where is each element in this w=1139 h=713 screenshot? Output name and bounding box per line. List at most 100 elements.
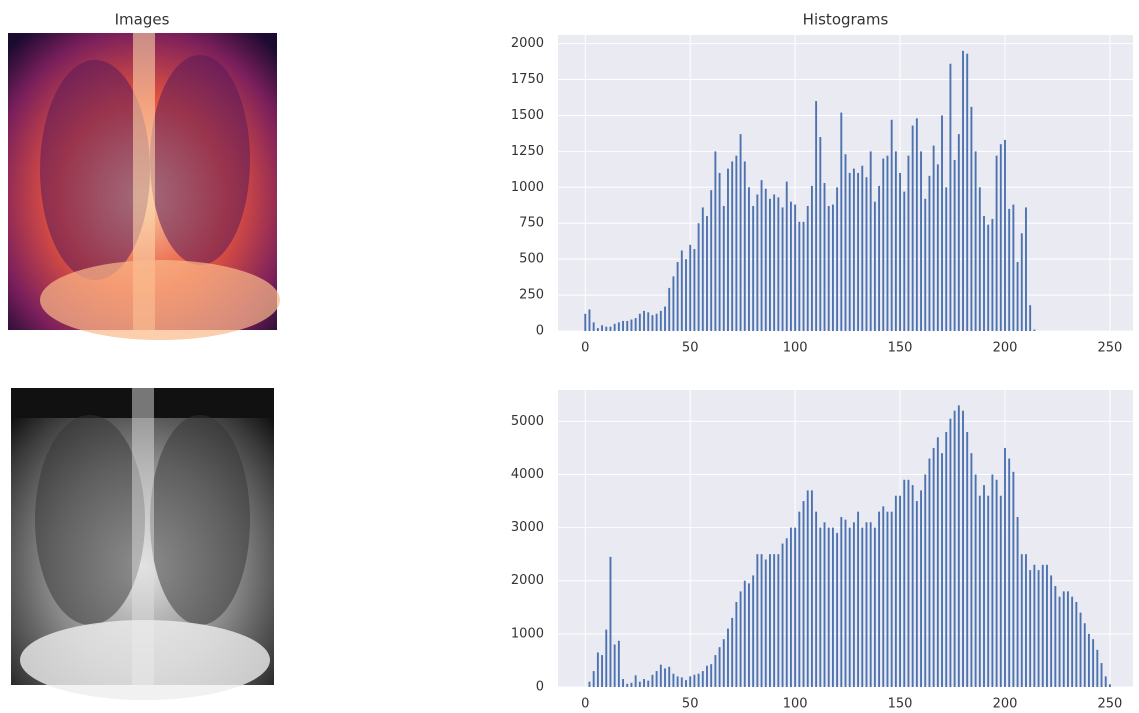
bar <box>916 118 918 331</box>
bar <box>681 251 683 331</box>
bar <box>597 328 599 331</box>
bar <box>975 151 977 331</box>
bar <box>857 512 859 687</box>
bar <box>803 222 805 331</box>
bar <box>689 245 691 331</box>
bar <box>819 137 821 331</box>
bar <box>1029 305 1031 331</box>
x-tick-label: 100 <box>783 341 808 356</box>
bar <box>870 151 872 331</box>
bar <box>782 544 784 687</box>
bar <box>761 554 763 687</box>
bar <box>765 559 767 687</box>
bar <box>807 490 809 687</box>
bar <box>1021 233 1023 331</box>
bar <box>828 528 830 687</box>
bar <box>790 528 792 687</box>
bar <box>1063 591 1065 687</box>
bar <box>887 156 889 331</box>
bar <box>605 327 607 331</box>
bar <box>882 159 884 331</box>
bar <box>979 496 981 687</box>
bar <box>1033 565 1035 687</box>
bar <box>702 671 704 687</box>
bar <box>1017 262 1019 331</box>
chart-title: Histograms <box>803 11 889 29</box>
bar <box>614 644 616 687</box>
bar <box>983 216 985 331</box>
bar <box>1000 144 1002 331</box>
bar <box>966 432 968 687</box>
bar <box>882 506 884 687</box>
bar <box>840 517 842 687</box>
bar <box>610 327 612 331</box>
bar <box>853 169 855 331</box>
bar <box>639 682 641 687</box>
bar <box>908 480 910 687</box>
bar <box>803 501 805 687</box>
bar <box>891 120 893 331</box>
bar <box>622 679 624 687</box>
bar <box>866 177 868 331</box>
bar <box>710 664 712 687</box>
bar <box>719 173 721 331</box>
bar <box>811 186 813 331</box>
bar <box>626 684 628 687</box>
bar <box>1088 634 1090 687</box>
bar <box>664 668 666 687</box>
bar <box>761 180 763 331</box>
bar <box>983 485 985 687</box>
bar <box>714 151 716 331</box>
bar <box>866 522 868 687</box>
bar <box>819 528 821 687</box>
bar <box>719 647 721 687</box>
bar <box>958 134 960 331</box>
bar <box>740 591 742 687</box>
bar <box>991 219 993 331</box>
bar <box>593 671 595 687</box>
bar <box>756 554 758 687</box>
bar <box>966 54 968 331</box>
bar <box>1004 140 1006 331</box>
bar <box>1075 602 1077 687</box>
bar <box>597 652 599 687</box>
bar <box>870 522 872 687</box>
bar <box>928 459 930 687</box>
xray-image-top <box>8 33 280 340</box>
bar <box>853 522 855 687</box>
bar <box>996 156 998 331</box>
bar <box>672 276 674 331</box>
bar <box>614 324 616 331</box>
bar <box>714 655 716 687</box>
bar <box>899 496 901 687</box>
bar <box>672 674 674 687</box>
bar <box>702 207 704 331</box>
y-tick-label: 2000 <box>511 573 544 588</box>
bar <box>887 512 889 687</box>
bar <box>651 675 653 687</box>
bar <box>815 101 817 331</box>
bar <box>689 676 691 687</box>
bar <box>849 528 851 687</box>
bar <box>1017 517 1019 687</box>
page: Images Histograms02505007501000125015001… <box>0 0 1139 713</box>
x-tick-label: 150 <box>888 341 913 356</box>
y-tick-label: 250 <box>519 288 544 303</box>
bar <box>1000 496 1002 687</box>
bar <box>773 554 775 687</box>
bar <box>589 682 591 687</box>
bar <box>1054 586 1056 687</box>
bar <box>924 474 926 687</box>
bar <box>1101 663 1103 687</box>
bar <box>660 665 662 687</box>
bar <box>1042 565 1044 687</box>
bar <box>1071 597 1073 687</box>
bar <box>908 156 910 331</box>
x-tick-label: 50 <box>682 697 699 712</box>
bar <box>668 288 670 331</box>
bar <box>836 533 838 687</box>
bar <box>706 216 708 331</box>
bar <box>878 186 880 331</box>
bar <box>928 176 930 331</box>
bar <box>970 453 972 687</box>
